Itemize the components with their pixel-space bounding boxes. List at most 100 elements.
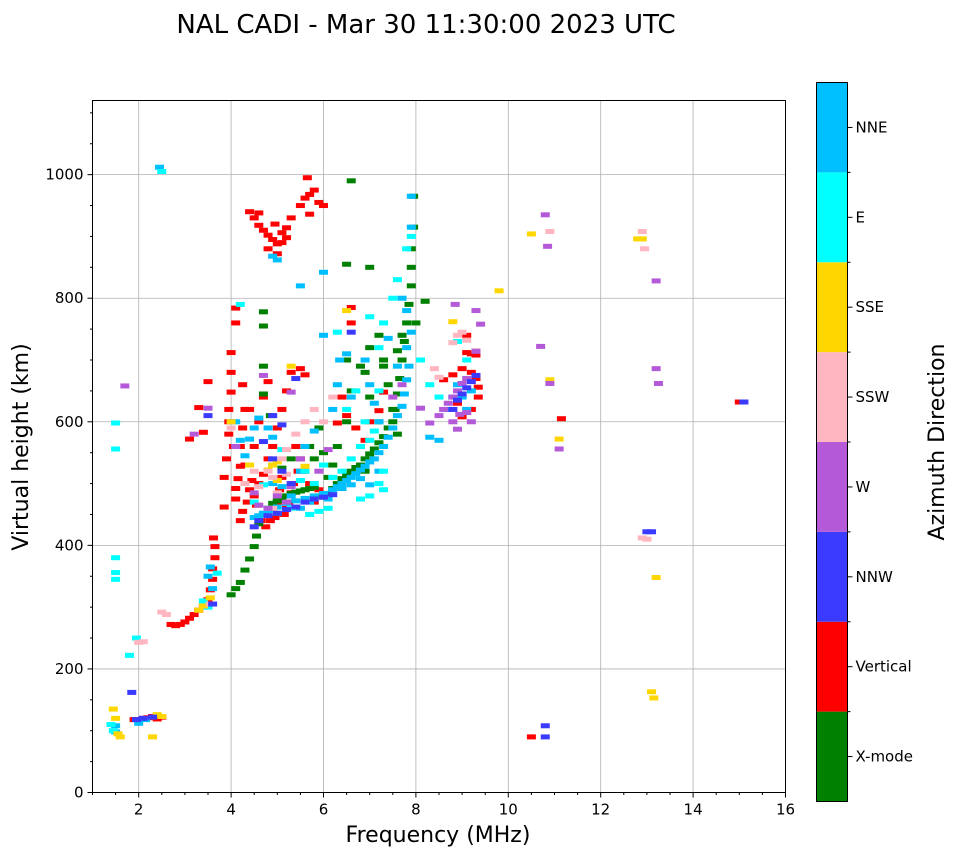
echo-point-w: [450, 301, 460, 307]
echo-point-nnw: [452, 397, 462, 403]
echo-point-nne: [346, 394, 356, 400]
echo-point-w: [452, 426, 462, 432]
echo-point-e: [309, 481, 319, 487]
echo-point-nnw: [148, 714, 158, 720]
echo-point-e: [157, 169, 167, 175]
echo-point-x-mode: [342, 472, 352, 478]
echo-point-nne: [360, 357, 370, 363]
echo-point-x-mode: [346, 468, 356, 474]
x-tick-label: 10: [499, 801, 518, 819]
echo-point-vertical: [734, 399, 744, 405]
echo-point-nne: [277, 484, 287, 490]
plot-grid: [92, 100, 786, 793]
echo-point-ssw: [226, 425, 236, 431]
echo-point-nnw: [203, 413, 213, 419]
echo-point-vertical: [240, 462, 250, 468]
echo-point-w: [286, 389, 296, 395]
echo-point-vertical: [263, 232, 273, 238]
echo-point-nne: [392, 363, 402, 369]
echo-point-x-mode: [291, 489, 301, 495]
echo-point-vertical: [457, 366, 467, 372]
echo-point-nne: [268, 481, 278, 487]
echo-point-e: [342, 406, 352, 412]
echo-point-nne: [249, 425, 259, 431]
echo-point-ssw: [282, 471, 292, 477]
echo-point-vertical: [245, 487, 255, 493]
echo-point-vertical: [277, 240, 287, 246]
echo-point-nne: [305, 499, 315, 505]
colorbar-segment: [816, 262, 848, 353]
echo-point-vertical: [175, 621, 185, 627]
echo-point-w: [249, 490, 259, 496]
echo-point-vertical: [180, 619, 190, 625]
echo-point-sse: [651, 574, 661, 580]
colorbar-segment: [816, 82, 848, 173]
echo-point-x-mode: [395, 376, 405, 382]
x-tick-label: 6: [319, 801, 329, 819]
echo-point-nne: [208, 586, 218, 592]
echo-point-sse: [545, 377, 555, 383]
colorbar-tick-label: NNE: [856, 118, 888, 136]
echo-point-x-mode: [346, 178, 356, 184]
echo-point-sse: [113, 731, 123, 737]
echo-point-x-mode: [300, 487, 310, 493]
echo-point-vertical: [166, 621, 176, 627]
echo-point-vertical: [245, 406, 255, 412]
echo-point-vertical: [240, 406, 250, 412]
y-axis-label: Virtual height (km): [9, 343, 34, 550]
echo-point-nne: [406, 193, 416, 199]
echo-point-vertical: [233, 476, 243, 482]
echo-point-nnw: [263, 513, 273, 519]
echo-point-nne: [406, 224, 416, 230]
echo-point-nnw: [277, 468, 287, 474]
echo-point-nnw: [138, 715, 148, 721]
echo-point-vertical: [231, 486, 241, 492]
echo-point-e: [351, 388, 361, 394]
echo-point-w: [282, 499, 292, 505]
echo-point-nnw: [268, 456, 278, 462]
echo-point-vertical: [258, 227, 268, 233]
echo-point-sse: [157, 714, 167, 720]
echo-point-e: [402, 246, 412, 252]
echo-point-vertical: [462, 332, 472, 338]
echo-point-x-mode: [355, 462, 365, 468]
echo-point-vertical: [231, 496, 241, 502]
echo-point-vertical: [282, 388, 292, 394]
echo-point-x-mode: [332, 444, 342, 449]
echo-point-vertical: [360, 437, 370, 443]
echo-point-vertical: [346, 304, 356, 310]
echo-point-x-mode: [392, 391, 402, 397]
echo-point-nne: [235, 437, 245, 443]
echo-point-vertical: [342, 413, 352, 419]
echo-point-w: [536, 343, 546, 349]
echo-point-ssw: [309, 406, 319, 412]
echo-point-x-mode: [365, 394, 375, 400]
echo-point-vertical: [314, 487, 324, 493]
echo-point-vertical: [254, 481, 264, 487]
echo-point-e: [106, 722, 116, 728]
echo-point-sse: [300, 463, 310, 469]
x-tick-label: 4: [226, 801, 236, 819]
echo-point-e: [131, 635, 141, 641]
echo-point-sse: [637, 236, 647, 242]
echo-point-vertical: [238, 425, 248, 431]
echo-point-nne: [332, 484, 342, 490]
echo-point-sse: [647, 689, 657, 695]
echo-point-x-mode: [309, 456, 319, 462]
echo-point-ssw: [277, 456, 287, 462]
echo-point-x-mode: [305, 444, 315, 449]
echo-point-nne: [295, 283, 305, 289]
echo-point-nne: [258, 510, 268, 516]
echo-point-e: [388, 295, 398, 301]
echo-point-vertical: [466, 351, 476, 357]
echo-point-x-mode: [397, 357, 407, 363]
echo-point-nne: [399, 391, 409, 397]
echo-point-nne: [231, 419, 241, 425]
echo-point-e: [124, 652, 134, 658]
echo-point-vertical: [224, 431, 234, 437]
echo-point-sse: [448, 319, 458, 325]
echo-point-x-mode: [319, 450, 328, 456]
y-tick-label: 0: [74, 784, 84, 802]
echo-point-nne: [309, 493, 319, 499]
